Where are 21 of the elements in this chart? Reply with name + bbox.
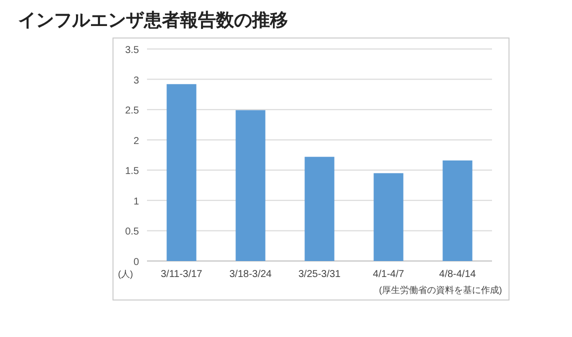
bar — [374, 173, 404, 261]
y-axis-title: (人) — [118, 269, 133, 279]
y-tick-label: 1.5 — [125, 166, 140, 178]
x-tick-label: 3/25-3/31 — [298, 269, 342, 280]
y-tick-label: 3 — [133, 75, 140, 86]
y-tick-label: 0.5 — [125, 226, 140, 238]
y-tick-label: 0 — [133, 257, 140, 268]
x-tick-label: 4/1-4/7 — [372, 269, 404, 280]
chart-title: インフルエンザ患者報告数の推移 — [18, 10, 288, 30]
x-tick-label: 3/18-3/24 — [229, 269, 272, 280]
bar — [442, 160, 472, 261]
x-tick-label: 3/11-3/17 — [160, 269, 203, 280]
text: (厚生労働省の資料を基に作成) — [379, 285, 502, 295]
bar — [304, 156, 334, 261]
bar — [236, 110, 266, 261]
y-tick-label: 2.5 — [125, 106, 140, 117]
x-tick-label: 4/8-4/14 — [439, 269, 476, 280]
y-tick-label: 1 — [133, 196, 140, 208]
bar — [166, 84, 196, 261]
y-tick-label: 2 — [133, 136, 140, 147]
y-tick-label: 3.5 — [125, 45, 140, 56]
